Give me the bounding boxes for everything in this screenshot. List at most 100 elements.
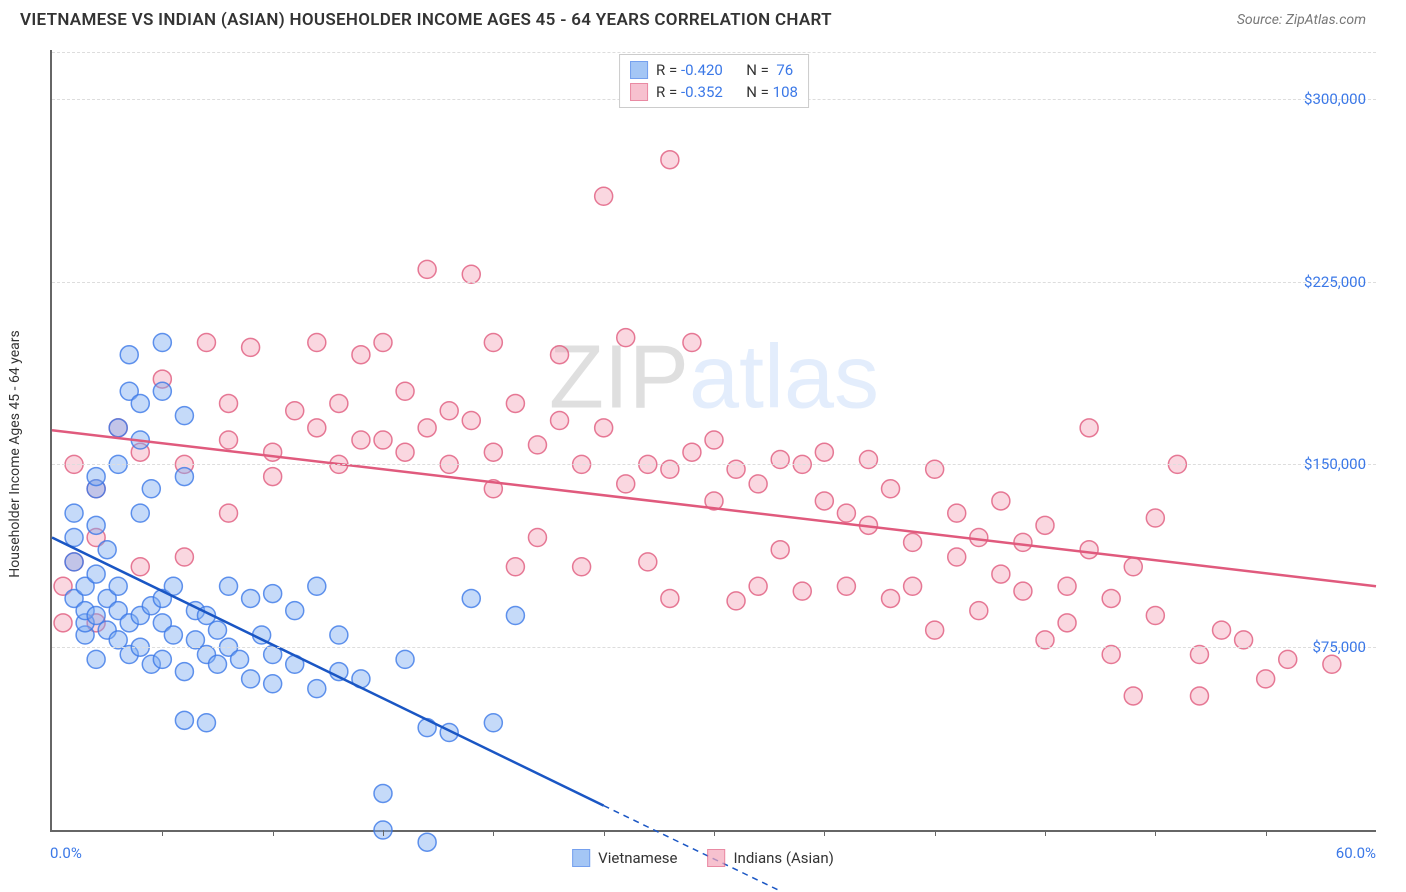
data-point: [374, 334, 392, 352]
regression-line: [52, 538, 604, 806]
n-label: N =: [746, 61, 769, 79]
data-point: [153, 334, 171, 352]
data-point: [1102, 589, 1120, 607]
data-point: [396, 650, 414, 668]
data-point: [462, 265, 480, 283]
data-point: [970, 602, 988, 620]
data-point: [727, 460, 745, 478]
data-point: [926, 621, 944, 639]
data-point: [1014, 582, 1032, 600]
data-point: [639, 553, 657, 571]
data-point: [528, 529, 546, 547]
data-point: [131, 394, 149, 412]
data-point: [882, 589, 900, 607]
data-point: [1080, 541, 1098, 559]
data-point: [231, 650, 249, 668]
data-point: [330, 394, 348, 412]
data-point: [175, 407, 193, 425]
data-point: [209, 655, 227, 673]
data-point: [1102, 646, 1120, 664]
n-value-vietnamese: 76: [776, 61, 793, 79]
data-point: [882, 480, 900, 498]
data-point: [131, 558, 149, 576]
data-point: [506, 607, 524, 625]
data-point: [374, 784, 392, 802]
data-point: [65, 504, 83, 522]
series-legend: Vietnamese Indians (Asian): [572, 849, 834, 867]
data-point: [793, 582, 811, 600]
swatch-indians: [630, 83, 648, 101]
data-point: [286, 602, 304, 620]
data-point: [220, 504, 238, 522]
data-point: [242, 589, 260, 607]
data-point: [418, 260, 436, 278]
x-tick-min: 0.0%: [50, 844, 82, 862]
data-point: [1190, 687, 1208, 705]
data-point: [683, 334, 701, 352]
data-point: [1235, 631, 1253, 649]
data-point: [749, 577, 767, 595]
data-point: [264, 585, 282, 603]
data-point: [109, 419, 127, 437]
data-point: [1124, 687, 1142, 705]
data-point: [462, 589, 480, 607]
chart-plot-area: R = -0.420 N = 76 R = -0.352 N = 108 ZIP…: [50, 50, 1376, 832]
data-point: [484, 714, 502, 732]
data-point: [308, 419, 326, 437]
data-point: [308, 334, 326, 352]
data-point: [87, 650, 105, 668]
data-point: [440, 402, 458, 420]
data-point: [374, 431, 392, 449]
scatter-plot-svg: [52, 50, 1376, 830]
data-point: [242, 338, 260, 356]
data-point: [1014, 533, 1032, 551]
data-point: [1124, 558, 1142, 576]
data-point: [164, 626, 182, 644]
data-point: [1190, 646, 1208, 664]
data-point: [771, 451, 789, 469]
data-point: [87, 468, 105, 486]
data-point: [1146, 607, 1164, 625]
data-point: [1058, 614, 1076, 632]
data-point: [506, 394, 524, 412]
data-point: [837, 504, 855, 522]
data-point: [1323, 655, 1341, 673]
swatch-vietnamese-icon: [572, 849, 590, 867]
data-point: [65, 553, 83, 571]
data-point: [1058, 577, 1076, 595]
data-point: [749, 475, 767, 493]
data-point: [484, 443, 502, 461]
r-label: R =: [656, 83, 677, 101]
y-tick-label: $75,000: [1312, 638, 1366, 656]
r-value-vietnamese: -0.420: [681, 61, 723, 79]
correlation-legend: R = -0.420 N = 76 R = -0.352 N = 108: [619, 54, 809, 108]
y-tick-label: $150,000: [1304, 455, 1366, 473]
data-point: [1279, 650, 1297, 668]
data-point: [197, 334, 215, 352]
data-point: [54, 614, 72, 632]
data-point: [859, 451, 877, 469]
data-point: [992, 492, 1010, 510]
data-point: [220, 394, 238, 412]
data-point: [595, 187, 613, 205]
data-point: [1080, 419, 1098, 437]
data-point: [661, 151, 679, 169]
data-point: [1146, 509, 1164, 527]
data-point: [617, 475, 635, 493]
data-point: [418, 833, 436, 851]
data-point: [904, 533, 922, 551]
data-point: [175, 663, 193, 681]
data-point: [683, 443, 701, 461]
data-point: [264, 443, 282, 461]
data-point: [197, 714, 215, 732]
source-name: ZipAtlas.com: [1286, 12, 1366, 28]
data-point: [175, 548, 193, 566]
r-value-indians: -0.352: [681, 83, 723, 101]
legend-label-vietnamese: Vietnamese: [598, 849, 677, 867]
data-point: [396, 443, 414, 461]
swatch-vietnamese: [630, 61, 648, 79]
y-tick-label: $300,000: [1304, 90, 1366, 108]
data-point: [661, 589, 679, 607]
data-point: [948, 504, 966, 522]
data-point: [418, 719, 436, 737]
